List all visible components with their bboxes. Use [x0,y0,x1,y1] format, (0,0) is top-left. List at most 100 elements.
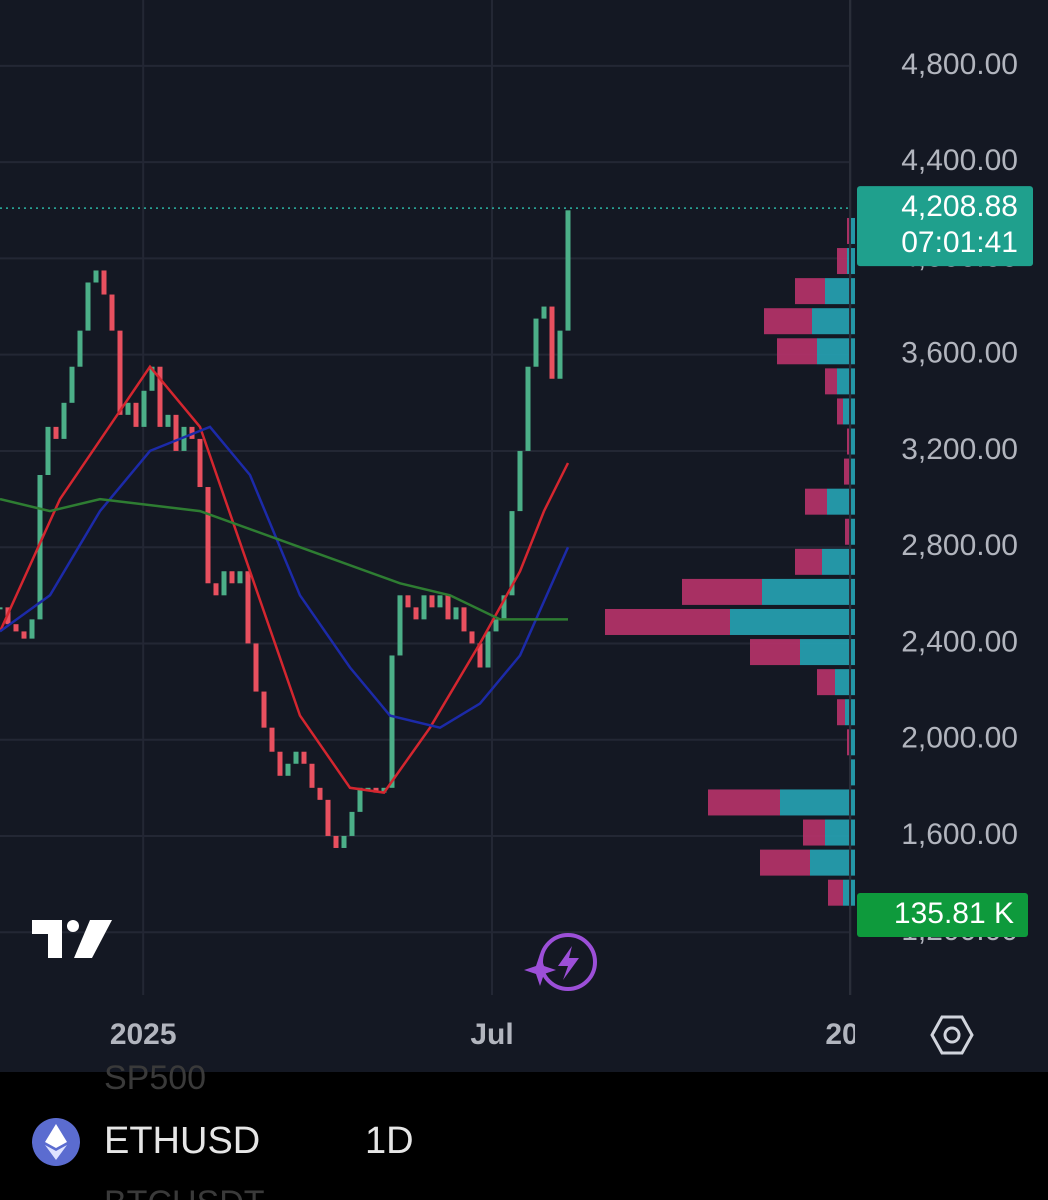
profile-sell [837,248,847,275]
profile-sell [847,729,850,756]
candle [469,631,475,644]
profile-buy [812,308,855,335]
profile-sell [605,608,730,635]
candle [141,390,147,427]
candle [341,835,347,848]
candle [549,306,555,379]
y-tick-label: 3,600.00 [901,337,1018,370]
x-tick-label: 202 [825,1018,875,1051]
candle [125,402,131,415]
candle [509,511,515,596]
candle [53,426,59,439]
candle [381,787,387,793]
candle [269,727,275,752]
moving-average [0,364,570,794]
profile-buy [837,368,855,395]
candle [109,294,115,331]
candle [221,571,227,596]
candle [413,607,419,620]
profile-sell [844,458,849,485]
profile-buy [800,639,855,666]
profile-sell [837,398,843,425]
profile-sell [847,428,850,455]
moving-average [0,425,570,730]
candle [197,438,203,488]
profile-sell [825,368,837,395]
profile-sell [682,578,762,605]
countdown: 07:01:41 [901,226,1018,259]
last-price-label: 4,208.88 [901,190,1018,223]
candle [277,751,283,776]
candle [69,366,75,403]
candle [181,426,187,451]
candle [77,330,83,367]
profile-buy [850,428,855,455]
candle [213,583,219,596]
profile-sell [837,699,845,726]
last-price-box [857,186,1033,267]
volume-label: 135.81 K [894,897,1014,930]
alert-icon[interactable] [524,933,597,991]
candle [85,282,91,331]
candle [245,571,251,644]
profile-buy [762,578,855,605]
candle [325,799,331,836]
candle [517,450,523,512]
profile-sell [750,639,800,666]
candle [261,691,267,728]
y-tick-label: 2,000.00 [901,722,1018,755]
profile-sell [795,278,825,305]
candle [365,787,371,790]
candle [541,306,547,319]
grid [0,0,852,995]
candle [333,835,339,848]
profile-sell [803,819,825,846]
eth-icon [32,1118,80,1166]
candle [205,487,211,584]
profile-buy [849,518,855,545]
profile-buy [817,338,855,365]
watchlist-item[interactable]: SP500 [104,1059,206,1097]
symbol-bar [0,1072,1048,1200]
watchlist-item[interactable]: BTCUSDT [104,1184,265,1200]
candle [293,751,299,764]
candle [13,624,19,632]
candle [349,811,355,836]
profile-buy [810,849,855,876]
profile-buy [730,608,855,635]
candle [157,366,163,427]
profile-sell [845,518,849,545]
volume-box [857,893,1028,937]
candle [397,595,403,656]
candle [285,763,291,776]
candle [501,595,507,620]
settings-icon[interactable] [930,1015,974,1055]
candle [45,426,51,476]
x-tick-label: 2025 [110,1018,177,1051]
candle [405,595,411,608]
candle [165,414,171,427]
profile-sell [805,488,827,515]
candle [229,571,235,584]
y-tick-label: 4,400.00 [901,144,1018,177]
candle [309,763,315,788]
candle [37,475,43,620]
profile-buy [851,759,855,786]
candle [101,270,107,295]
candle [493,619,499,632]
profile-sell [777,338,817,365]
profile-buy [850,729,855,756]
candle [461,607,467,632]
plot [0,210,571,848]
candle [61,402,67,439]
profile-sell [760,849,810,876]
y-tick-label: 1,600.00 [901,818,1018,851]
y-tick-label: 4,800.00 [901,48,1018,81]
candle [237,571,243,584]
interval[interactable]: 1D [365,1120,414,1162]
profile-sell [795,548,822,575]
symbol[interactable]: ETHUSD [104,1120,260,1162]
